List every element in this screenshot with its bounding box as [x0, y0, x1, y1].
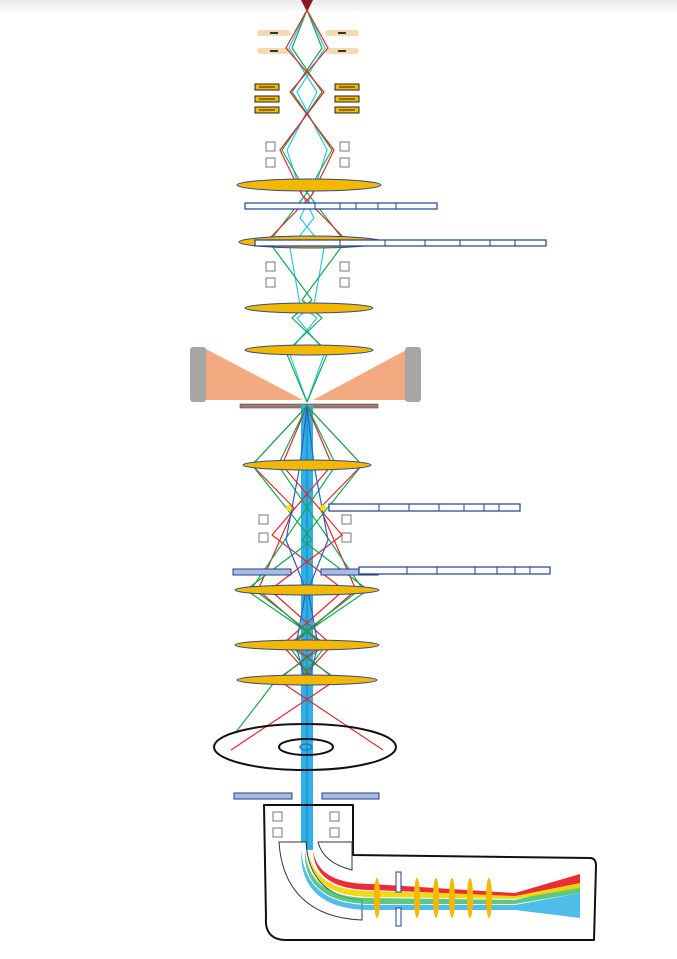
- stigmator-plate-mark-3: [338, 50, 346, 52]
- image-ray-red-4: [271, 405, 345, 681]
- condenser-lens-1: [236, 178, 382, 192]
- coil-square: [339, 277, 350, 288]
- image-ray-green-4: [277, 405, 363, 681]
- filter-lens-1: [414, 878, 420, 918]
- viewing-screen-outer-ring: [213, 723, 397, 771]
- image-ray-red-1: [251, 405, 384, 751]
- ray-cyan-right: [296, 9, 328, 403]
- condenser-aperture-strip-2: [254, 239, 547, 247]
- selected-area-aperture-strip: [328, 503, 521, 512]
- intermediate-lens-1: [234, 584, 380, 596]
- coil-square: [339, 157, 350, 168]
- condenser-lens-3: [244, 302, 374, 314]
- objective-pole-piece-left: [204, 348, 303, 400]
- projector-lens: [236, 674, 378, 686]
- window-top-bar: [0, 0, 677, 14]
- stigmator-plate-mark-2: [270, 50, 278, 52]
- aperture-plate-left: [232, 568, 292, 576]
- image-ray-green-3: [251, 405, 337, 681]
- stigmator-plate-mark-1: [338, 32, 346, 34]
- image-ray-blue-2: [306, 405, 329, 681]
- coil-square: [265, 261, 276, 272]
- image-ray-blue-1: [285, 405, 308, 681]
- objective-lens: [242, 459, 372, 471]
- ray-cyan-left: [286, 9, 318, 403]
- coil-square: [258, 532, 269, 543]
- image-ray-red-3: [269, 405, 343, 681]
- filter-lens-3: [449, 878, 455, 918]
- viewing-screen-center: [299, 743, 313, 751]
- crossover-point-right: [320, 505, 326, 511]
- crossover-point-left: [286, 505, 292, 511]
- coil-square: [329, 811, 340, 822]
- coil-square: [272, 811, 283, 822]
- coil-square: [329, 827, 340, 838]
- coil-square: [339, 261, 350, 272]
- objective-pre-field-lens: [244, 344, 374, 356]
- filter-lens-5: [486, 878, 492, 918]
- coil-square: [341, 514, 352, 525]
- magnetic-prism-inner: [317, 841, 353, 871]
- electron-source-tip: [301, 0, 313, 12]
- spectrum-band-blue: [300, 850, 580, 918]
- filter-lens-2: [433, 878, 439, 918]
- stigmator-plate-mark-0: [270, 32, 278, 34]
- coil-square: [265, 277, 276, 288]
- coil-square: [339, 141, 350, 152]
- detector-aperture-right: [321, 792, 380, 800]
- filter-lens-4: [467, 878, 473, 918]
- filter-lens-0: [374, 878, 380, 918]
- spectrometer-housing: [263, 804, 597, 941]
- ray-green-right: [268, 9, 333, 403]
- spectrum-band-red: [313, 850, 580, 896]
- coil-square: [272, 827, 283, 838]
- coil-square: [258, 514, 269, 525]
- coil-square: [341, 532, 352, 543]
- intermediate-lens-2: [234, 639, 380, 651]
- magnetic-prism-outer: [278, 841, 363, 921]
- coil-square: [265, 157, 276, 168]
- objective-pole-piece-right: [313, 348, 410, 400]
- viewing-screen-inner-ring: [278, 738, 334, 756]
- condenser-aperture-strip: [244, 202, 438, 210]
- pole-cap-left: [190, 347, 206, 402]
- coil-square: [265, 141, 276, 152]
- image-ray-green-1: [287, 405, 369, 681]
- image-ray-red-2: [230, 405, 363, 751]
- objective-aperture-strip: [358, 566, 551, 575]
- detector-aperture-left: [233, 792, 293, 800]
- pole-cap-right: [405, 347, 421, 402]
- energy-slit-upper: [395, 871, 402, 893]
- energy-slit-lower: [395, 907, 402, 927]
